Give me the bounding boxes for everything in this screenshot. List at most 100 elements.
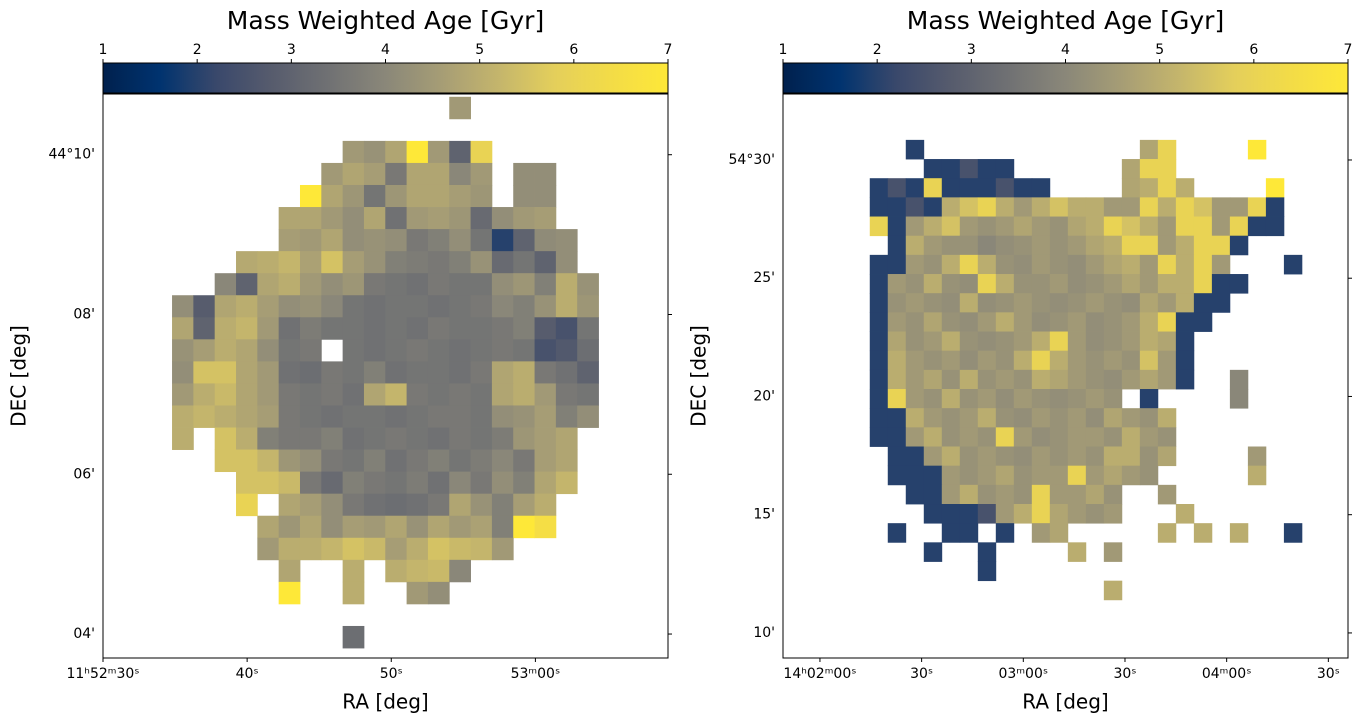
pixel — [941, 216, 961, 237]
colorbar-tick-label: 1 — [99, 42, 108, 58]
pixel — [995, 350, 1015, 371]
pixel — [1157, 235, 1177, 256]
pixel — [959, 369, 979, 390]
pixel — [385, 339, 408, 362]
pixel — [1157, 139, 1177, 160]
pixel — [1139, 178, 1159, 198]
pixel — [941, 350, 961, 371]
pixel — [449, 383, 471, 406]
pixel — [1085, 274, 1105, 294]
pixel — [278, 559, 301, 583]
pixel — [923, 427, 943, 447]
pixel — [1049, 254, 1069, 275]
pixel — [1085, 369, 1105, 390]
pixel — [1139, 274, 1159, 294]
pixel — [923, 159, 943, 179]
pixel — [1157, 484, 1177, 505]
pixel — [385, 427, 408, 450]
pixel — [214, 295, 237, 318]
pixel — [172, 383, 194, 406]
pixel — [470, 537, 493, 561]
pixel — [1229, 216, 1249, 237]
pixel — [1067, 408, 1087, 428]
pixel — [1193, 523, 1213, 543]
pixel — [905, 216, 925, 237]
pixel — [406, 162, 429, 186]
pixel — [1157, 427, 1177, 447]
pixel — [1013, 389, 1033, 409]
pixel — [491, 251, 514, 274]
pixel — [1103, 542, 1123, 562]
pixel — [959, 331, 979, 352]
pixel — [959, 427, 979, 447]
pixel — [941, 312, 961, 332]
pixel — [887, 427, 907, 447]
pixel — [1013, 254, 1033, 275]
pixel — [1085, 254, 1105, 275]
pixel — [577, 383, 599, 406]
pixel — [1103, 504, 1123, 524]
pixel — [1103, 254, 1123, 275]
pixel — [470, 361, 493, 384]
pixel — [342, 273, 365, 296]
pixel — [363, 427, 386, 450]
pixel — [1121, 446, 1141, 467]
pixel — [491, 493, 514, 517]
pixel — [513, 471, 535, 495]
pixel — [1031, 216, 1051, 237]
pixel — [299, 273, 322, 296]
pixel — [1049, 197, 1069, 217]
pixel — [887, 197, 907, 217]
pixel — [555, 427, 578, 450]
pixel — [491, 361, 514, 384]
pixel — [1175, 254, 1195, 275]
pixel — [406, 559, 429, 583]
pixel — [1139, 446, 1159, 467]
pixel — [1013, 484, 1033, 505]
pixel — [941, 197, 961, 217]
pixel — [299, 383, 322, 406]
pixel — [172, 405, 194, 428]
pixel — [236, 405, 258, 428]
pixel — [1049, 523, 1069, 543]
pixel — [299, 493, 322, 517]
pixel — [449, 207, 471, 230]
pixel — [257, 537, 280, 561]
pixel — [1031, 389, 1051, 409]
pixel — [1283, 523, 1303, 543]
pixel — [1031, 427, 1051, 447]
pixel — [1067, 235, 1087, 256]
pixel — [342, 251, 365, 274]
pixel — [321, 449, 344, 473]
pixel — [977, 484, 997, 505]
pixel — [887, 216, 907, 237]
pixel — [1175, 331, 1195, 352]
pixel — [1229, 235, 1249, 256]
pixel — [905, 331, 925, 352]
pixel — [534, 427, 557, 450]
pixel — [193, 405, 216, 428]
pixel — [959, 389, 979, 409]
pixel — [385, 295, 408, 318]
colorbar-tick-label: 7 — [664, 42, 673, 58]
pixel — [1031, 504, 1051, 524]
pixel — [406, 471, 429, 495]
pixel — [299, 317, 322, 340]
pixel — [1013, 427, 1033, 447]
pixel — [887, 312, 907, 332]
pixel — [1121, 254, 1141, 275]
image — [869, 139, 1303, 601]
pixel — [449, 537, 471, 561]
pixel — [923, 293, 943, 313]
pixel — [257, 273, 280, 296]
pixel — [363, 184, 386, 208]
colorbar — [102, 62, 669, 94]
pixel — [513, 229, 535, 252]
pixel — [869, 312, 889, 332]
pixel — [1121, 216, 1141, 237]
pixel — [385, 361, 408, 384]
pixel — [513, 361, 535, 384]
x-tick-label: 03ᵐ00ˢ — [999, 666, 1049, 682]
pixel — [363, 273, 386, 296]
pixel — [342, 184, 365, 208]
